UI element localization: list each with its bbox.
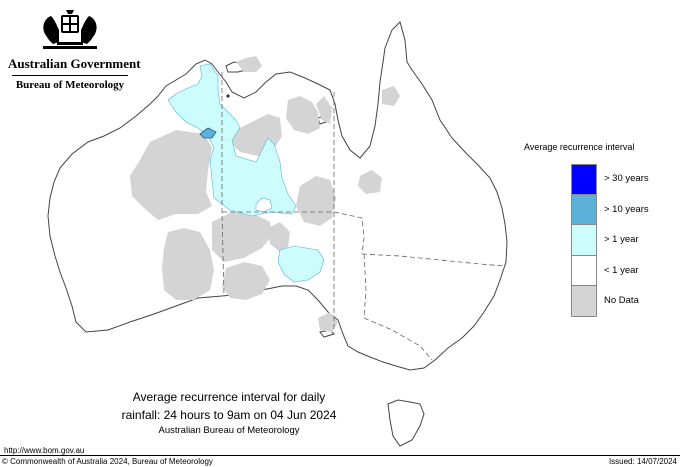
no-data-regions (130, 56, 400, 332)
issued-date: Issued: 14/07/2024 (608, 457, 677, 466)
legend-swatch (571, 194, 597, 225)
legend-label: No Data (604, 295, 639, 306)
caption-line-2: rainfall: 24 hours to 9am on 04 Jun 2024 (121, 408, 337, 422)
caption-line-1: Average recurrence interval for daily (132, 390, 326, 404)
legend-title: Average recurrence interval (524, 142, 635, 152)
caption-line-3: Australian Bureau of Meteorology (158, 425, 300, 436)
legend-label: > 10 years (604, 203, 649, 215)
station-point (226, 94, 230, 98)
coat-of-arms-icon (43, 10, 97, 49)
footer-divider (0, 455, 680, 456)
legend-swatch (571, 225, 597, 256)
lt-1-year-patch (255, 197, 273, 213)
copyright-text: © Commonwealth of Australia 2024, Bureau… (2, 457, 213, 466)
gt-1-year-regions (167, 63, 325, 283)
logo-divider (12, 75, 128, 76)
government-name: Australian Government (8, 56, 141, 71)
legend-label: > 1 year (604, 234, 639, 245)
legend-label: > 30 years (604, 173, 649, 184)
legend-swatch (571, 255, 597, 286)
legend-label: < 1 year (604, 264, 639, 276)
tasmania-outline (387, 399, 425, 447)
bom-url-link[interactable]: http://www.bom.gov.au (4, 446, 85, 455)
map-caption: Average recurrence interval for daily ra… (104, 388, 354, 438)
bureau-name: Bureau of Meteorology (15, 79, 125, 91)
legend-swatch (571, 164, 597, 195)
state-borders (221, 72, 505, 361)
government-logo: Australian Government Bureau of Meteorol… (8, 8, 141, 91)
gt-10-years-region (199, 127, 217, 139)
legend-swatch (571, 286, 597, 317)
